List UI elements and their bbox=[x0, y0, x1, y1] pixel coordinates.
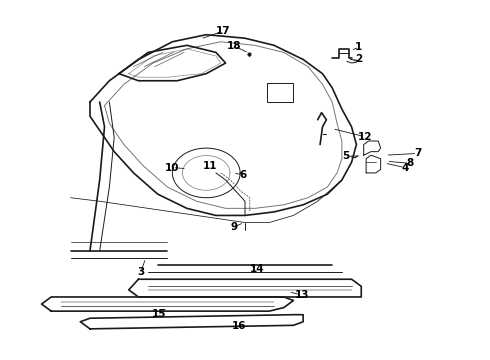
Text: 14: 14 bbox=[250, 264, 265, 274]
Text: 12: 12 bbox=[358, 132, 372, 142]
Text: 17: 17 bbox=[216, 26, 230, 36]
Text: 13: 13 bbox=[295, 290, 309, 300]
Text: 18: 18 bbox=[227, 41, 242, 51]
Text: 8: 8 bbox=[406, 158, 414, 168]
Text: 11: 11 bbox=[203, 161, 218, 171]
Text: 6: 6 bbox=[239, 170, 246, 180]
Text: 7: 7 bbox=[414, 148, 421, 158]
Bar bbox=[267, 82, 294, 102]
Text: 2: 2 bbox=[355, 54, 363, 64]
Text: 4: 4 bbox=[401, 163, 409, 172]
Text: 1: 1 bbox=[355, 42, 363, 52]
Text: 15: 15 bbox=[151, 309, 166, 319]
Text: 16: 16 bbox=[232, 321, 246, 331]
Text: 9: 9 bbox=[231, 222, 238, 232]
Text: 3: 3 bbox=[137, 267, 145, 277]
Text: 5: 5 bbox=[342, 151, 349, 161]
Text: 10: 10 bbox=[165, 163, 179, 172]
